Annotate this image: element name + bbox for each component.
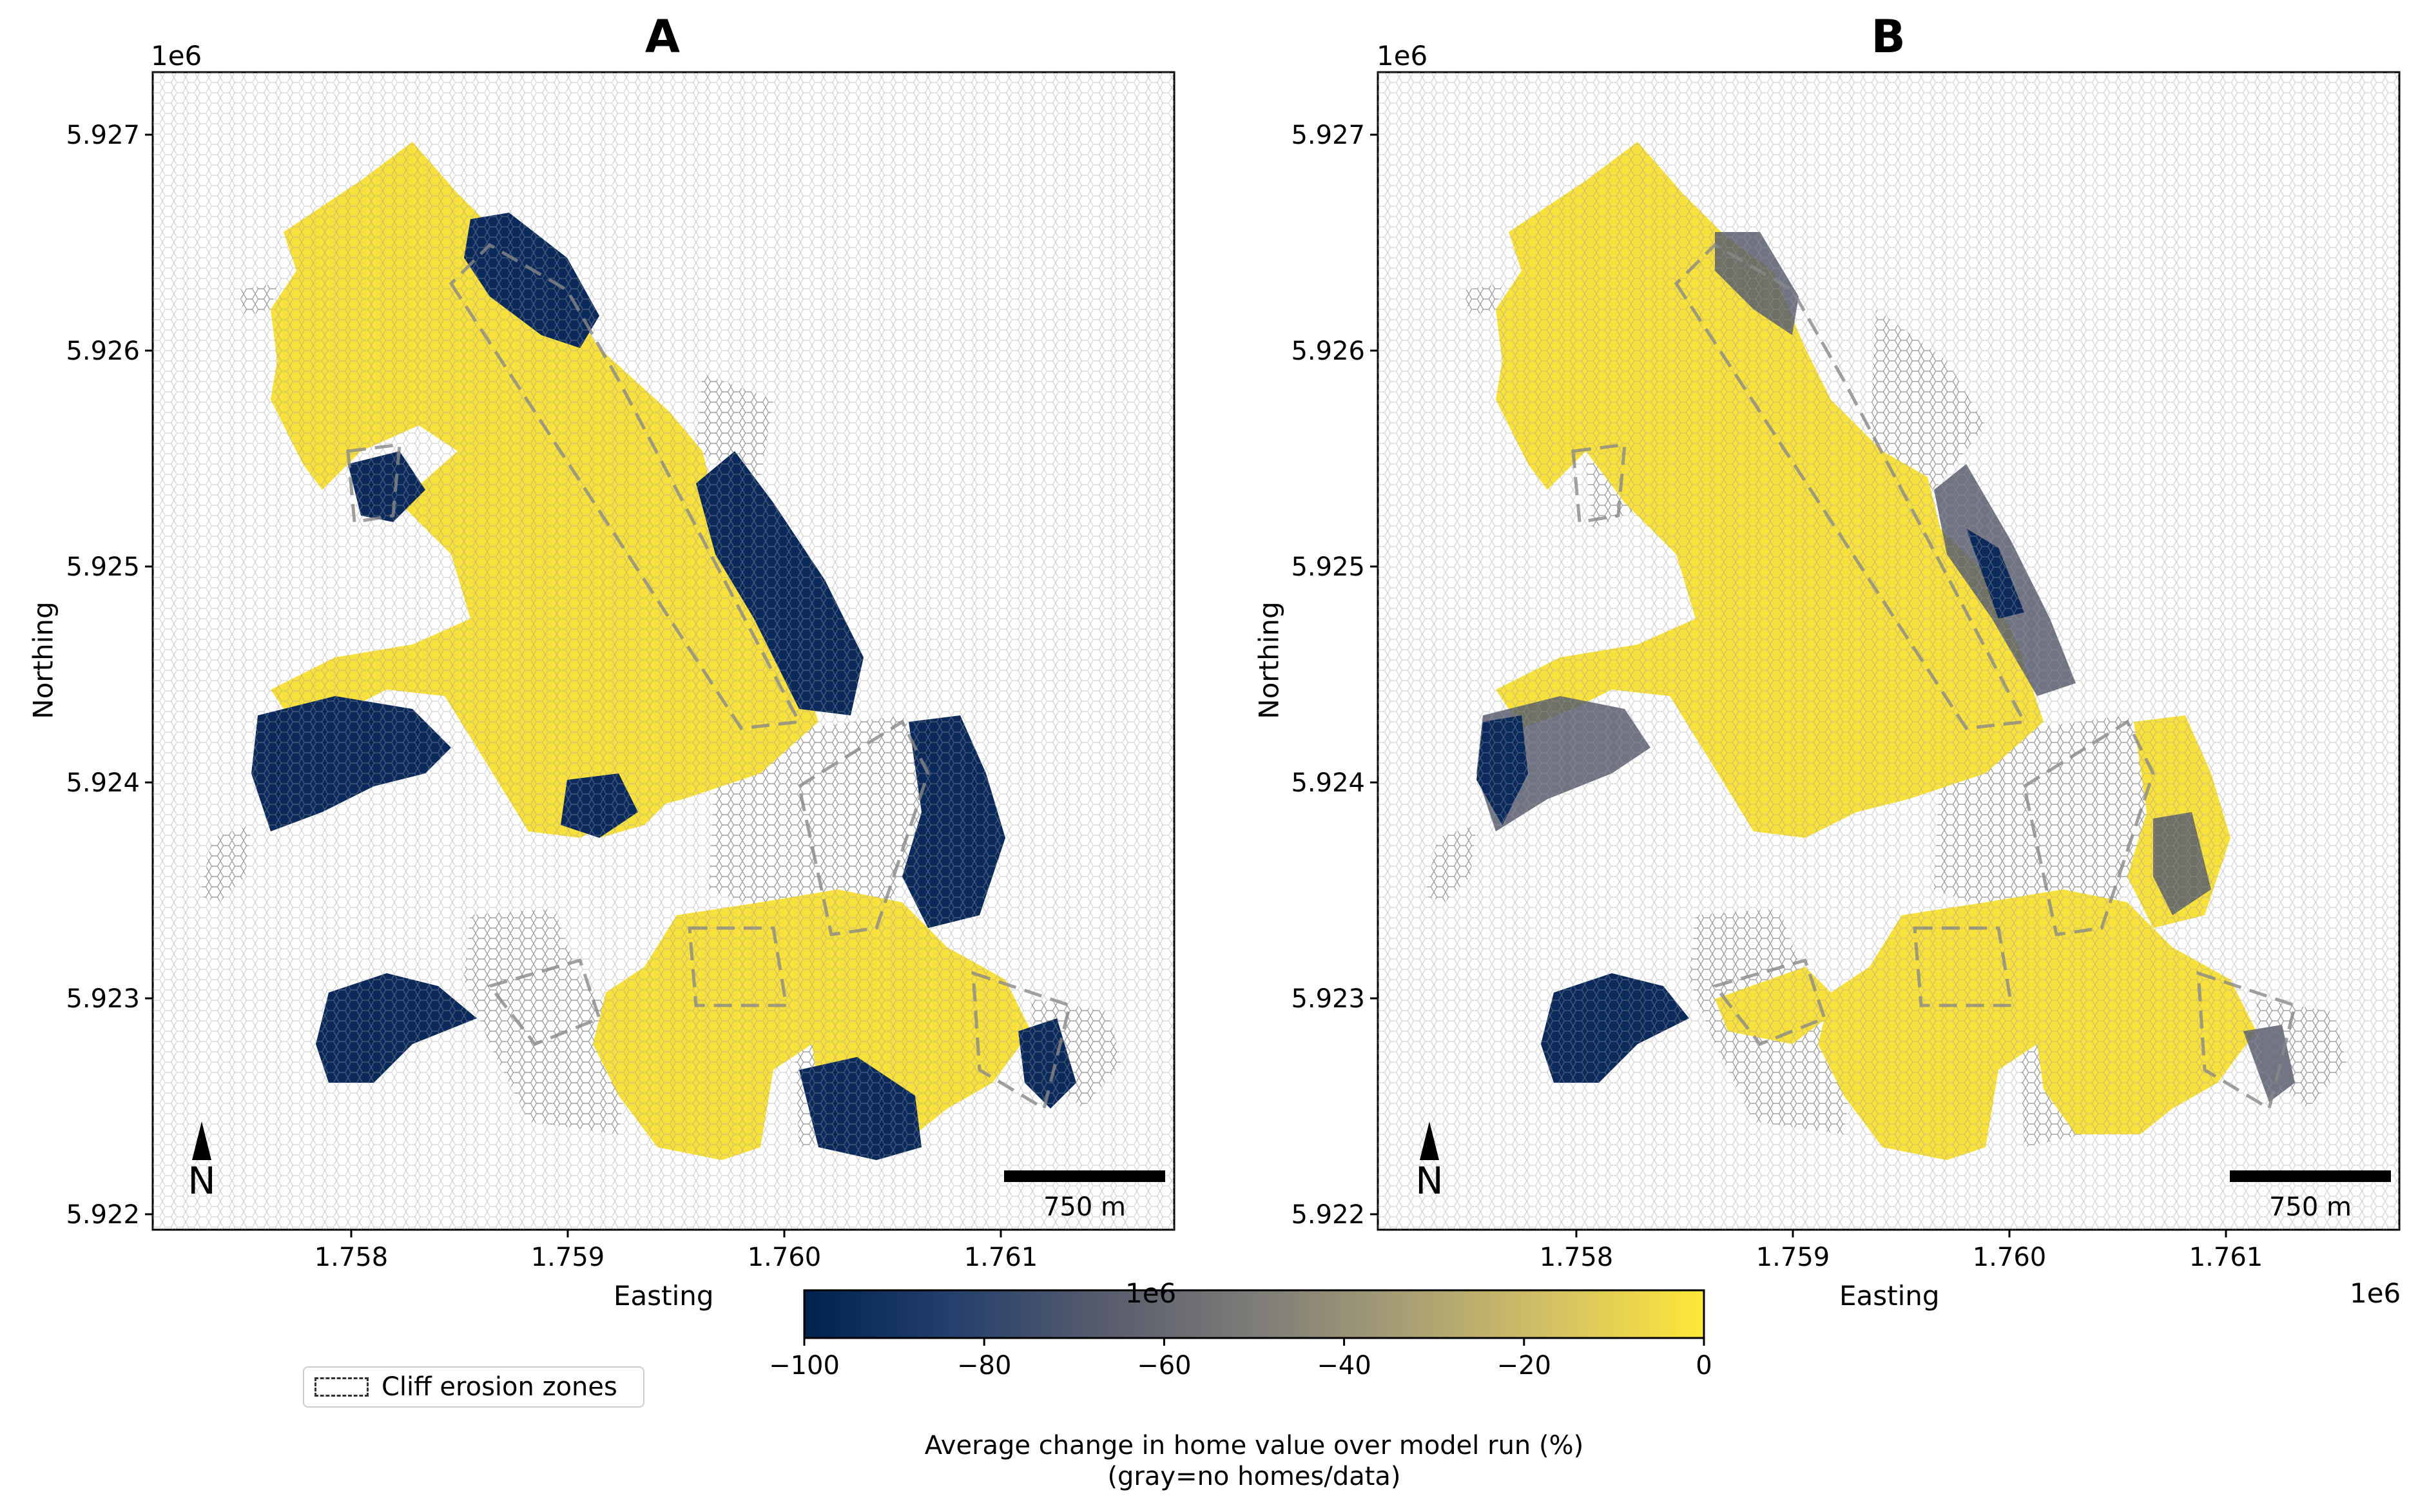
north-arrow-icon bbox=[1420, 1121, 1439, 1160]
y-tick-label: 5.923 bbox=[66, 984, 140, 1014]
colorbar-ticks: −100 −80 −60 −40 −20 0 bbox=[769, 1338, 1712, 1381]
colorbar-tick-label: −20 bbox=[1497, 1351, 1551, 1381]
colorbar-label-line2: (gray=no homes/data) bbox=[1107, 1462, 1401, 1491]
y-axis: 5.922 5.923 5.924 5.925 5.926 5.927 bbox=[66, 121, 153, 1230]
y-tick-label: 5.925 bbox=[66, 552, 140, 582]
legend-label: Cliff erosion zones bbox=[382, 1372, 617, 1402]
x-tick-label: 1.758 bbox=[1540, 1243, 1614, 1272]
colorbar-tick-label: −100 bbox=[769, 1351, 840, 1381]
y-tick-label: 5.924 bbox=[1291, 768, 1365, 798]
panel-title-b: B bbox=[1871, 10, 1906, 63]
colorbar-tick-label: −60 bbox=[1137, 1351, 1191, 1381]
scale-bar-line bbox=[1004, 1170, 1165, 1182]
x-axis-label-a: Easting bbox=[614, 1280, 714, 1312]
x-tick-label: 1.761 bbox=[964, 1243, 1038, 1272]
y-tick-label: 5.922 bbox=[66, 1200, 140, 1230]
colorbar-tick-label: −80 bbox=[957, 1351, 1011, 1381]
y-offset-label-a: 1e6 bbox=[151, 40, 202, 72]
y-axis-label-a: Northing bbox=[27, 601, 59, 719]
north-arrow-label: N bbox=[1415, 1159, 1443, 1203]
x-tick-label: 1.759 bbox=[531, 1243, 605, 1272]
north-arrow-icon bbox=[192, 1121, 211, 1160]
colorbar-label-line1: Average change in home value over model … bbox=[924, 1431, 1584, 1460]
y-tick-label: 5.922 bbox=[1291, 1200, 1365, 1230]
scale-bar: 750 m bbox=[2230, 1170, 2391, 1222]
hex-grid-overlay bbox=[153, 72, 1174, 1230]
x-tick-label: 1.761 bbox=[2189, 1243, 2263, 1272]
scale-bar: 750 m bbox=[1004, 1170, 1165, 1222]
y-tick-label: 5.926 bbox=[1291, 336, 1365, 366]
panel-title-a: A bbox=[644, 10, 681, 63]
x-axis-label-b: Easting bbox=[1839, 1280, 1940, 1312]
y-tick-label: 5.926 bbox=[66, 336, 140, 366]
x-axis: 1.758 1.759 1.760 1.761 bbox=[314, 1230, 1038, 1272]
north-arrow-label: N bbox=[188, 1159, 215, 1203]
map-region bbox=[153, 72, 1174, 1230]
y-tick-label: 5.923 bbox=[1291, 984, 1365, 1014]
hex-grid-overlay bbox=[1378, 72, 2399, 1230]
cliff-erosion-zone bbox=[346, 242, 1072, 1111]
colorbar-tick-label: −40 bbox=[1317, 1351, 1371, 1381]
y-tick-label: 5.924 bbox=[66, 768, 140, 798]
x-tick-label: 1.758 bbox=[314, 1243, 389, 1272]
colorbar-tick-label: 0 bbox=[1696, 1351, 1712, 1381]
x-axis: 1.758 1.759 1.760 1.761 bbox=[1540, 1230, 2263, 1272]
map-region bbox=[1378, 72, 2399, 1230]
x-offset-label-a: 1e6 bbox=[1125, 1277, 1177, 1309]
y-axis: 5.922 5.923 5.924 5.925 5.926 5.927 bbox=[1291, 121, 1378, 1230]
y-tick-label: 5.927 bbox=[1291, 121, 1365, 150]
legend-swatch-dashed bbox=[314, 1377, 369, 1397]
colorbar: −100 −80 −60 −40 −20 0 bbox=[769, 1289, 1712, 1381]
x-offset-label-b: 1e6 bbox=[2350, 1277, 2401, 1309]
scale-bar-line bbox=[2230, 1170, 2391, 1182]
y-tick-label: 5.925 bbox=[1291, 552, 1365, 582]
y-axis-label-b: Northing bbox=[1253, 601, 1285, 719]
scale-bar-label: 750 m bbox=[1043, 1192, 1126, 1222]
y-offset-label-b: 1e6 bbox=[1377, 40, 1428, 72]
north-arrow: N bbox=[1415, 1121, 1444, 1203]
legend: Cliff erosion zones bbox=[303, 1366, 644, 1408]
scale-bar-label: 750 m bbox=[2269, 1192, 2352, 1222]
x-tick-label: 1.760 bbox=[1973, 1243, 2047, 1272]
x-tick-label: 1.759 bbox=[1756, 1243, 1830, 1272]
cliff-erosion-zone bbox=[1571, 242, 2297, 1111]
colorbar-gradient bbox=[803, 1289, 1705, 1339]
north-arrow: N bbox=[188, 1121, 216, 1203]
y-tick-label: 5.927 bbox=[66, 121, 140, 150]
x-tick-label: 1.760 bbox=[748, 1243, 822, 1272]
